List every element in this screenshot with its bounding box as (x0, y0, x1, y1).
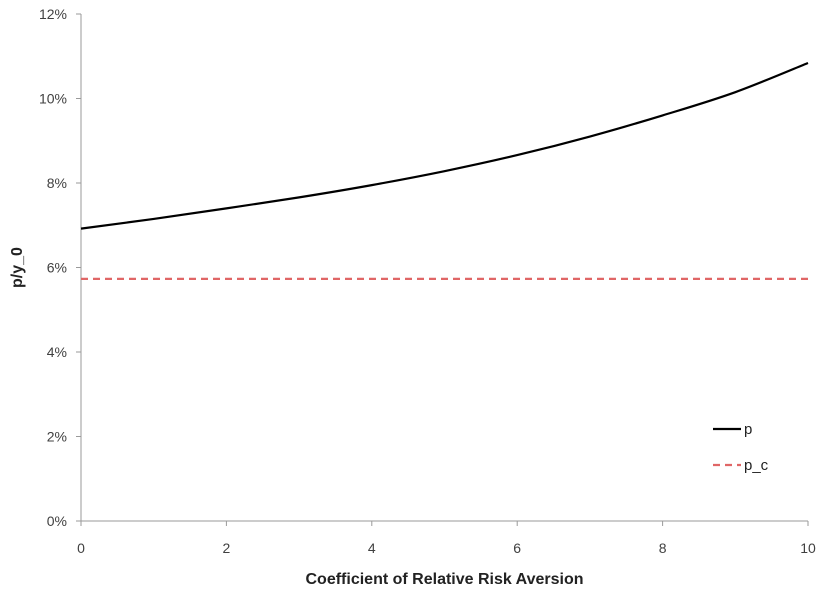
legend: p p_c (713, 421, 769, 474)
y-tick-label: 2% (47, 429, 67, 445)
y-tick-label: 12% (39, 6, 67, 22)
x-axis-title: Coefficient of Relative Risk Aversion (306, 571, 584, 588)
y-tick-label: 8% (47, 175, 67, 191)
y-tick-label: 10% (39, 91, 67, 107)
x-tick-label: 0 (77, 540, 85, 556)
y-axis: 0% 2% 4% 6% 8% 10% 12% (39, 6, 82, 529)
y-tick-label: 0% (47, 513, 67, 529)
x-tick-label: 2 (223, 540, 231, 556)
x-axis: 0 2 4 6 8 10 (77, 520, 816, 556)
x-tick-label: 6 (513, 540, 521, 556)
y-axis-title: p/y_0 (9, 247, 26, 288)
y-tick-label: 6% (47, 260, 67, 276)
legend-label-p-c: p_c (744, 457, 769, 474)
y-tick-label: 4% (47, 344, 67, 360)
legend-label-p: p (744, 421, 752, 438)
x-tick-label: 8 (659, 540, 667, 556)
x-tick-label: 10 (800, 540, 816, 556)
series-line-p (80, 61, 809, 230)
x-tick-label: 4 (368, 540, 376, 556)
series-layer (80, 61, 809, 281)
